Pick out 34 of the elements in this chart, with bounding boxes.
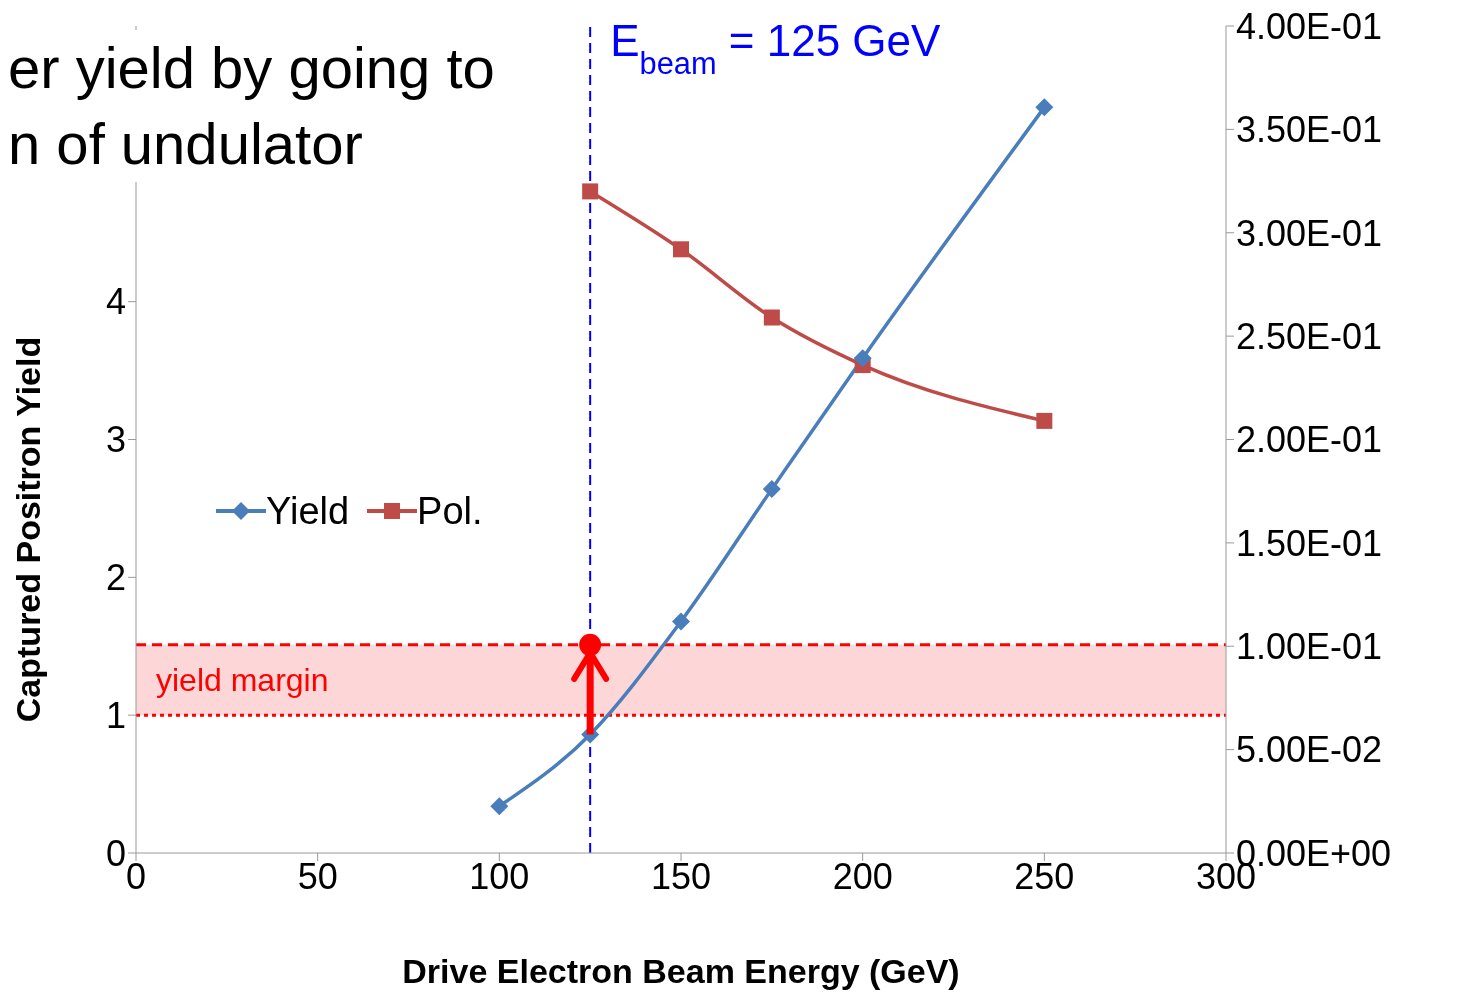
band-label: yield margin [156, 662, 329, 699]
point [490, 797, 509, 816]
ref-line-label: E$_{beam}$ = 125 GeV [610, 16, 942, 81]
x-tick-label: 250 [1014, 855, 1075, 897]
legend-label: Yield [266, 489, 350, 533]
y-tick-label: 2 [105, 557, 126, 599]
point [1036, 412, 1053, 429]
y2-tick-label: 1.50E-01 [1236, 522, 1383, 564]
y-axis-title: Captured Positron Yield [9, 336, 47, 723]
y2-tick-label: 4.00E-01 [1236, 5, 1383, 47]
point [1035, 98, 1054, 117]
x-tick-label: 100 [469, 855, 530, 897]
y-tick-label: 4 [105, 281, 126, 323]
x-axis-title: Drive Electron Beam Energy (GeV) [402, 952, 960, 990]
y2-tick-label: 3.50E-01 [1236, 109, 1383, 151]
y2-tick-label: 5.00E-02 [1236, 729, 1383, 771]
annotation: n of undulator [8, 110, 364, 178]
y2-tick-label: 2.50E-01 [1236, 315, 1383, 357]
point [672, 612, 690, 631]
y2-tick-label: 3.00E-01 [1236, 212, 1383, 254]
y2-tick-label: 1.00E-01 [1236, 626, 1383, 668]
y-tick-label: 3 [105, 419, 126, 461]
y2-tick-label: 2.00E-01 [1236, 419, 1383, 461]
annotation: er yield by going to [8, 34, 495, 102]
legend-label: Pol. [417, 489, 483, 533]
point [762, 480, 781, 499]
point [582, 183, 599, 200]
point [673, 241, 689, 258]
point [763, 309, 780, 326]
point [853, 349, 872, 368]
y-tick-label: 1 [105, 694, 126, 736]
x-tick-label: 150 [650, 855, 712, 897]
x-tick-label: 50 [297, 855, 338, 897]
x-tick-label: 200 [832, 855, 893, 897]
